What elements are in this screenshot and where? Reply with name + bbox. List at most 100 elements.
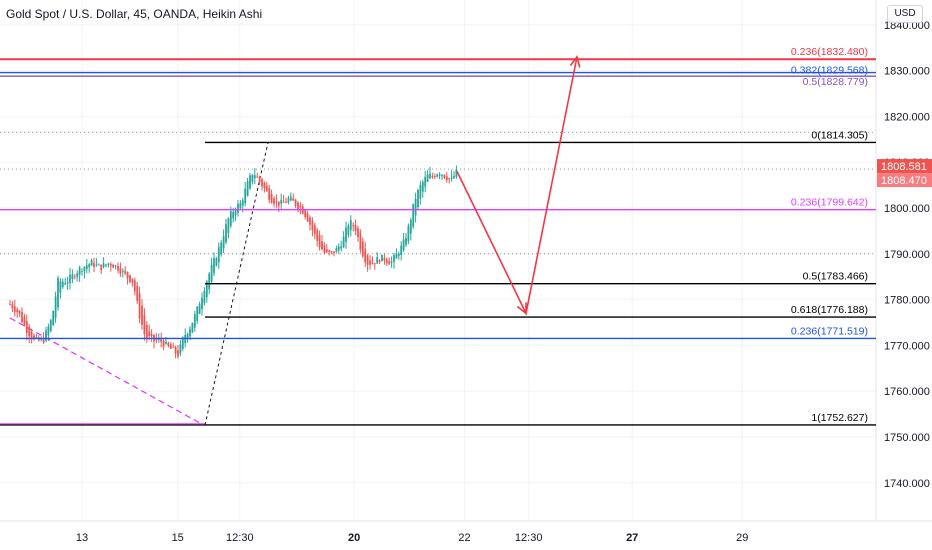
- candle-body: [450, 177, 453, 179]
- candle-body: [215, 258, 218, 266]
- candle-body: [359, 232, 362, 250]
- candle-body: [191, 322, 194, 333]
- candle-body: [105, 264, 107, 266]
- candle-body: [376, 257, 379, 264]
- candlestick-series: [9, 165, 458, 359]
- candle-body: [390, 261, 393, 263]
- candle-body: [30, 331, 33, 340]
- candle-body: [181, 337, 184, 349]
- candle-body: [124, 270, 127, 274]
- candle-body: [337, 246, 340, 251]
- candle-body: [150, 333, 153, 337]
- candle-body: [354, 225, 357, 232]
- time-axis[interactable]: 13 15 12:30 20 22 12:30 27 29: [76, 532, 749, 544]
- candle-body: [246, 181, 249, 196]
- fib-level-label: 0.382(1829.568): [791, 65, 868, 77]
- candle-body: [13, 306, 16, 313]
- candle-body: [297, 202, 299, 209]
- candle-body: [66, 282, 69, 284]
- candle-body: [229, 211, 232, 226]
- candle-body: [409, 219, 412, 234]
- candle-body: [88, 264, 91, 268]
- candle-body: [220, 242, 223, 255]
- candle-body: [59, 281, 62, 293]
- candle-body: [155, 338, 158, 341]
- candle-body: [136, 285, 139, 301]
- candle-body: [388, 260, 391, 265]
- candle-body: [364, 248, 367, 263]
- fib-level-label: 1(1752.627): [811, 412, 868, 424]
- candle-body: [357, 228, 359, 238]
- candle-body: [256, 176, 259, 178]
- candle-body: [33, 335, 35, 340]
- candle-body: [121, 270, 124, 272]
- candle-body: [102, 263, 105, 268]
- candle-body: [445, 176, 448, 181]
- dotted-level-lines: [0, 131, 876, 255]
- candle-body: [18, 310, 21, 314]
- candle-body: [405, 237, 407, 245]
- time-tick-label: 22: [458, 532, 470, 544]
- candle-body: [57, 277, 59, 308]
- candle-body: [225, 224, 227, 243]
- candle-body: [306, 213, 309, 222]
- candle-body: [232, 211, 235, 219]
- candle-body: [114, 265, 117, 267]
- candle-body: [421, 181, 424, 192]
- candle-body: [71, 273, 74, 279]
- fibonacci-levels: 0.236(1832.480) 0.382(1829.568)0.5(1828.7…: [0, 46, 876, 426]
- currency-button[interactable]: USD: [887, 5, 923, 23]
- candle-body: [265, 185, 268, 192]
- candle-body: [328, 250, 331, 253]
- price-tick-label: 1750.000: [884, 432, 930, 444]
- dashed-trendline: [9, 317, 203, 425]
- candle-body: [40, 338, 43, 340]
- arrow-head: [569, 55, 581, 68]
- candle-body: [280, 199, 283, 204]
- price-tick-label: 1820.000: [884, 111, 930, 123]
- candle-body: [397, 253, 400, 257]
- price-axis[interactable]: 1740.000 1750.000 1760.000 1770.000 1780.000…: [884, 20, 930, 490]
- candle-body: [426, 174, 429, 182]
- projection-arrow: [456, 55, 581, 316]
- fib-level-label: 0.5(1828.779): [803, 76, 868, 88]
- candle-body: [318, 235, 321, 248]
- candle-body: [234, 210, 237, 216]
- time-tick-label: 15: [172, 532, 184, 544]
- candle-body: [21, 312, 23, 323]
- candle-body: [16, 309, 19, 313]
- candle-body: [313, 225, 316, 234]
- current-price-b: 1808.470: [881, 175, 927, 187]
- candle-body: [145, 324, 148, 338]
- candle-body: [333, 251, 335, 254]
- candle-body: [157, 338, 160, 340]
- price-tick-label: 1800.000: [884, 203, 930, 215]
- candle-body: [217, 246, 220, 263]
- candle-body: [292, 198, 295, 201]
- candle-body: [126, 272, 129, 279]
- candle-body: [54, 296, 57, 319]
- price-box-b: [877, 173, 932, 188]
- candle-body: [107, 263, 110, 265]
- candle-body: [143, 315, 146, 335]
- candle-body: [402, 239, 405, 251]
- fib-level-label: 0.236(1771.519): [791, 325, 868, 337]
- candle-body: [453, 175, 455, 178]
- time-tick-label: 29: [736, 532, 748, 544]
- projection-path: [456, 56, 578, 316]
- candle-body: [172, 346, 175, 348]
- candle-body: [268, 188, 271, 200]
- candle-body: [76, 273, 79, 277]
- candle-body: [95, 264, 98, 266]
- price-tick-label: 1790.000: [884, 249, 930, 261]
- candle-body: [237, 203, 239, 213]
- fib-level-label: 0(1814.305): [811, 129, 868, 141]
- candle-body: [381, 254, 383, 262]
- candle-body: [69, 274, 71, 284]
- arrow-head: [516, 302, 527, 315]
- candle-body: [25, 321, 28, 334]
- fib-level-label: 0.618(1776.188): [791, 304, 868, 316]
- candle-body: [28, 327, 31, 337]
- candle-body: [141, 305, 143, 325]
